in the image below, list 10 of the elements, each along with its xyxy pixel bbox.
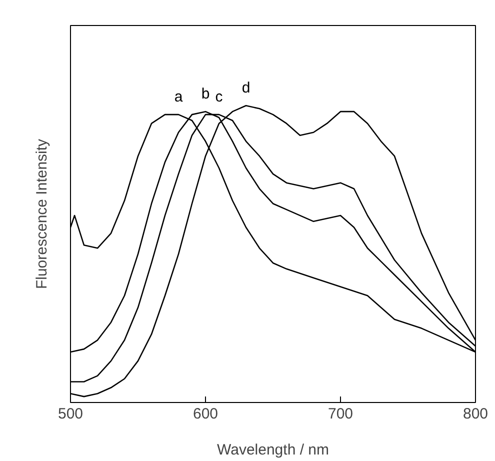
- x-tick-label: 600: [192, 406, 218, 422]
- x-tick-label: 500: [58, 406, 84, 422]
- x-tick-label: 800: [462, 406, 488, 422]
- series-label: c: [215, 88, 224, 106]
- series-label: d: [242, 80, 250, 97]
- x-axis-title: Wavelength / nm: [217, 442, 330, 458]
- x-tick-label: 700: [328, 406, 354, 422]
- series-label: a: [174, 88, 184, 106]
- series-label: b: [201, 86, 210, 103]
- y-axis-title: Fluorescence Intensity: [34, 138, 50, 290]
